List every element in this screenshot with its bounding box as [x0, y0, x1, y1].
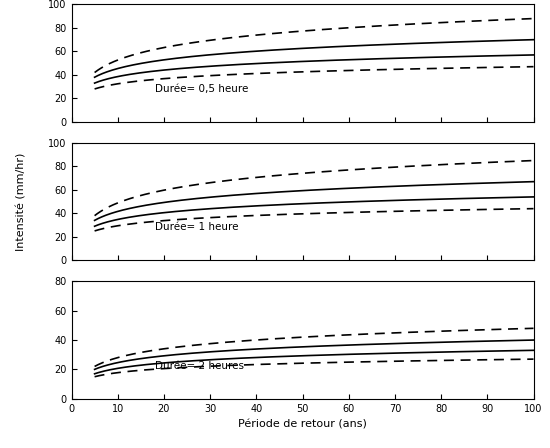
Text: Intensité (mm/hr): Intensité (mm/hr) — [16, 152, 26, 251]
X-axis label: Période de retour (ans): Période de retour (ans) — [238, 419, 367, 429]
Text: Durée= 1 heure: Durée= 1 heure — [155, 222, 238, 233]
Text: Durée= 2 heures: Durée= 2 heures — [155, 361, 244, 371]
Text: Durée= 0,5 heure: Durée= 0,5 heure — [155, 84, 248, 94]
